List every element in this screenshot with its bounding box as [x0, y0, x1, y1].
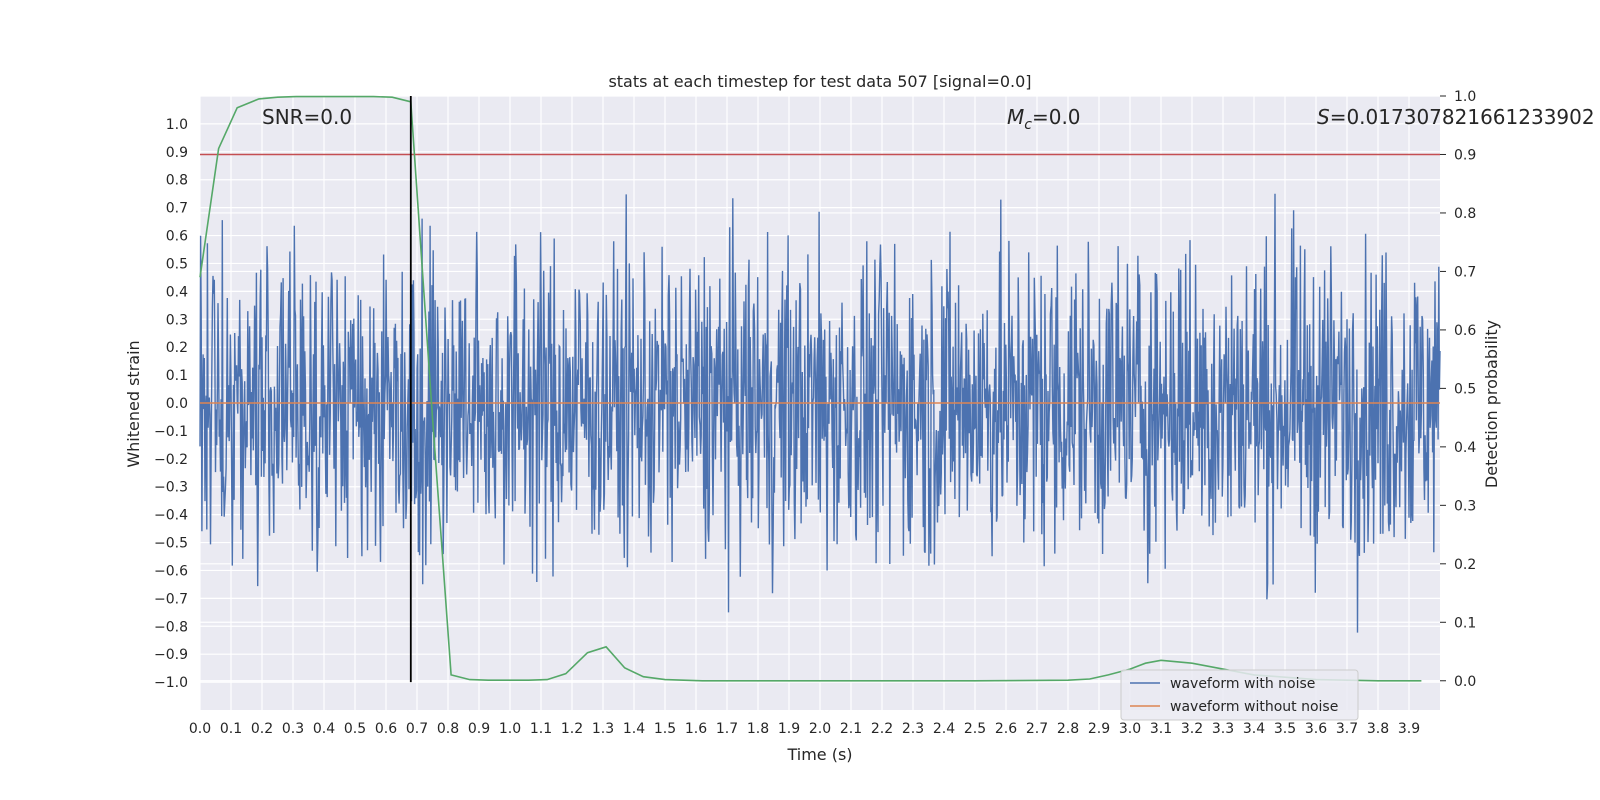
x-tick-label: 1.4 — [623, 721, 645, 737]
y2-tick-label: 0.4 — [1454, 440, 1476, 456]
y2-tick-label: 0.1 — [1454, 615, 1476, 631]
x-tick-label: 3.5 — [1274, 721, 1296, 737]
y-tick-label: −0.2 — [154, 452, 188, 468]
mc-annotation: Mc=0.0 — [1007, 105, 1081, 133]
x-tick-label: 1.0 — [499, 721, 521, 737]
y-tick-label: −0.8 — [154, 619, 188, 635]
s-value: =0.017307821661233902 — [1330, 105, 1595, 129]
x-tick-label: 3.3 — [1212, 721, 1234, 737]
y-tick-label: −0.3 — [154, 480, 188, 496]
x-tick-label: 3.6 — [1305, 721, 1327, 737]
y-tick-label: 0.0 — [166, 396, 188, 412]
y-tick-label: 0.1 — [166, 368, 188, 384]
y-tick-labels: −1.0 −0.9 −0.8 −0.7 −0.6 −0.5 −0.4 −0.3 −0.2 −0.1… — [154, 117, 188, 691]
y2-tick-label: 0.2 — [1454, 557, 1476, 573]
x-tick-label: 3.0 — [1119, 721, 1141, 737]
x-tick-label: 1.7 — [716, 721, 738, 737]
x-tick-label: 3.7 — [1336, 721, 1358, 737]
legend-box — [1120, 669, 1359, 721]
y-tick-label: 1.0 — [166, 117, 188, 133]
x-tick-label: 3.2 — [1181, 721, 1203, 737]
noise-series — [199, 193, 1441, 633]
y2-tick-label: 1.0 — [1454, 89, 1476, 105]
x-tick-label: 3.1 — [1150, 721, 1172, 737]
probability-line — [199, 95, 1422, 682]
snr-annotation: SNR=0.0 — [262, 105, 352, 129]
y2-axis-label: Detection probability — [1482, 320, 1501, 488]
x-tick-label: 2.9 — [1088, 721, 1110, 737]
y-tick-label: 0.8 — [166, 173, 188, 189]
x-tick-label: 1.8 — [747, 721, 769, 737]
x-tick-label: 2.3 — [902, 721, 924, 737]
y-tick-label: −0.5 — [154, 536, 188, 552]
y2-tick-label: 0.7 — [1454, 264, 1476, 280]
x-tick-label: 3.4 — [1243, 721, 1265, 737]
s-symbol: S — [1317, 105, 1330, 129]
y-tick-label: 0.7 — [166, 201, 188, 217]
mc-value: =0.0 — [1032, 105, 1081, 129]
x-tick-label: 1.2 — [561, 721, 583, 737]
x-tick-label: 0.5 — [344, 721, 366, 737]
x-tick-label: 1.1 — [530, 721, 552, 737]
s-annotation: S=0.017307821661233902 — [1317, 105, 1595, 129]
y-tick-label: −0.6 — [154, 563, 188, 579]
y-tick-label: −0.9 — [154, 647, 188, 663]
legend: waveform with noise waveform without noi… — [1120, 669, 1359, 721]
y2-tick-labels: 0.0 0.1 0.2 0.3 0.4 0.5 0.6 0.7 0.8 0.9 1.0 — [1440, 89, 1476, 690]
x-tick-label: 1.5 — [654, 721, 676, 737]
y-tick-label: 0.4 — [166, 284, 188, 300]
y-tick-label: 0.9 — [166, 145, 188, 161]
x-tick-label: 2.5 — [964, 721, 986, 737]
y2-tick-label: 0.6 — [1454, 323, 1476, 339]
legend-label-noise: waveform with noise — [1170, 676, 1315, 692]
x-tick-label: 2.4 — [933, 721, 955, 737]
y2-tick-label: 0.8 — [1454, 206, 1476, 222]
y2-tick-label: 0.9 — [1454, 147, 1476, 163]
y-tick-label: −0.1 — [154, 424, 188, 440]
x-tick-label: 1.3 — [592, 721, 614, 737]
y-tick-label: −1.0 — [154, 675, 188, 691]
noise-waveform — [199, 193, 1441, 633]
mc-subscript: c — [1024, 117, 1032, 133]
y-tick-label: −0.4 — [154, 508, 188, 524]
y-tick-label: 0.2 — [166, 340, 188, 356]
x-tick-label: 0.9 — [468, 721, 490, 737]
x-tick-label: 2.6 — [995, 721, 1017, 737]
x-tick-label: 3.8 — [1367, 721, 1389, 737]
x-tick-label: 0.3 — [282, 721, 304, 737]
x-tick-label: 1.6 — [685, 721, 707, 737]
x-tick-label: 0.0 — [189, 721, 211, 737]
x-tick-label: 2.7 — [1026, 721, 1048, 737]
x-tick-label: 2.0 — [809, 721, 831, 737]
x-tick-label: 2.8 — [1057, 721, 1079, 737]
x-tick-label: 2.2 — [871, 721, 893, 737]
x-tick-label: 0.4 — [313, 721, 335, 737]
x-axis-label: Time (s) — [786, 745, 852, 764]
x-tick-label: 0.2 — [251, 721, 273, 737]
y-tick-label: 0.3 — [166, 312, 188, 328]
x-tick-label: 0.6 — [375, 721, 397, 737]
mc-symbol: M — [1007, 105, 1024, 129]
x-tick-labels: 0.0 0.1 0.2 0.3 0.4 0.5 0.6 0.7 0.8 0.9 1.0 1.1 1.2 1… — [189, 721, 1420, 737]
y-axis-label: Whitened strain — [124, 340, 143, 467]
x-tick-label: 3.9 — [1398, 721, 1420, 737]
x-tick-label: 1.9 — [778, 721, 800, 737]
x-tick-label: 0.8 — [437, 721, 459, 737]
y2-tick-label: 0.0 — [1454, 674, 1476, 690]
chart-title: stats at each timestep for test data 507… — [608, 72, 1031, 91]
y-tick-label: 0.6 — [166, 229, 188, 245]
y2-tick-label: 0.5 — [1454, 381, 1476, 397]
y-tick-label: −0.7 — [154, 591, 188, 607]
legend-label-clean: waveform without noise — [1170, 699, 1338, 715]
x-tick-label: 0.1 — [220, 721, 242, 737]
y-tick-label: 0.5 — [166, 256, 188, 272]
x-tick-label: 0.7 — [406, 721, 428, 737]
y2-tick-label: 0.3 — [1454, 498, 1476, 514]
x-tick-label: 2.1 — [840, 721, 862, 737]
